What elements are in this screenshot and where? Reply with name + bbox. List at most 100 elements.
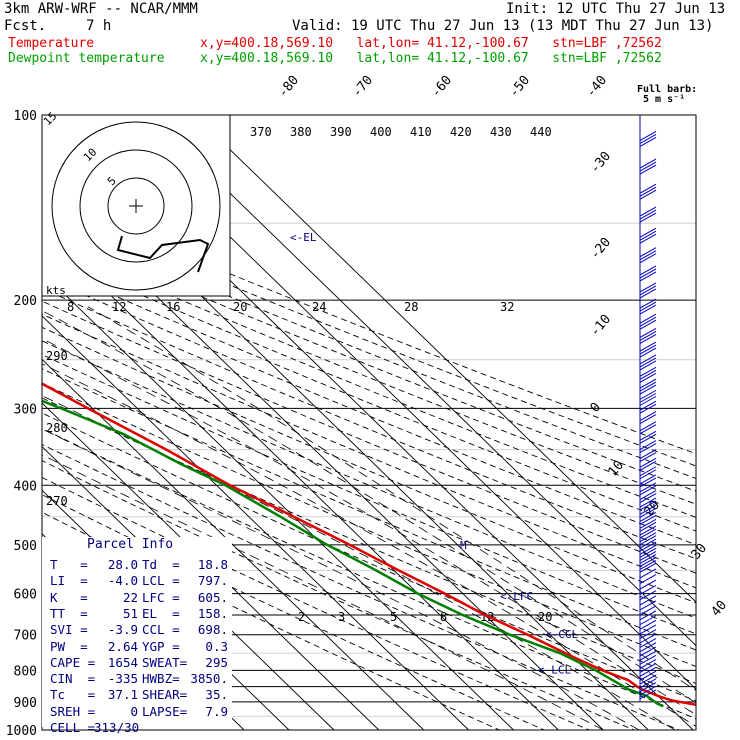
isotherm-label: -30 xyxy=(588,149,615,177)
wind-barb xyxy=(639,433,657,444)
wind-barb xyxy=(639,366,657,377)
isotherm-label: -50 xyxy=(507,73,534,101)
wind-barb xyxy=(639,344,657,355)
wind-barb xyxy=(639,474,657,485)
dry-adiabat-line xyxy=(42,239,696,505)
wind-barb xyxy=(639,137,657,147)
pressure-tick-label: 600 xyxy=(14,588,37,603)
parcel-param-name: HWBZ= xyxy=(142,671,180,687)
wind-barb xyxy=(639,574,657,585)
isotherm-label: 0 xyxy=(588,400,605,416)
theta-label: 390 xyxy=(330,125,352,139)
wind-barb xyxy=(639,678,657,689)
wind-barb xyxy=(639,250,657,261)
parcel-param-value: 0.3 xyxy=(205,638,228,654)
wind-barb xyxy=(639,528,657,539)
dry-adiabat-line xyxy=(42,382,696,668)
wind-barb xyxy=(639,414,657,425)
mixing-ratio-label: 32 xyxy=(500,300,514,314)
wind-barb xyxy=(639,590,657,601)
mixing-ratio-label: 20 xyxy=(538,610,552,624)
wind-barb xyxy=(639,460,657,471)
parcel-param-name: T = xyxy=(50,557,88,572)
parcel-param-name: SWEAT= xyxy=(142,654,188,670)
wind-barb xyxy=(639,658,657,669)
series-line-temperature xyxy=(42,382,696,707)
wind-barb xyxy=(639,544,657,555)
parcel-param-name: SVI = xyxy=(50,622,88,638)
pressure-tick-label: 300 xyxy=(14,402,37,417)
parcel-info-panel: Parcel Info T = 28.0 Td = 18.8 LI = -4.0 LCL =… xyxy=(42,537,232,735)
moist-adiabat-line xyxy=(42,310,696,704)
theta-label: 420 xyxy=(450,125,472,139)
wind-barb xyxy=(639,265,657,276)
parcel-param-name: EL = xyxy=(142,605,180,621)
parcel-param-name: K = xyxy=(50,589,88,605)
annotation-el: <-EL xyxy=(290,231,317,244)
moist-adiabat-line xyxy=(42,428,640,730)
wind-barb xyxy=(639,341,657,352)
parcel-param-name: LAPSE= xyxy=(142,703,188,719)
wind-barb xyxy=(639,288,657,299)
pressure-tick-label: 500 xyxy=(14,539,37,554)
forecast-label: Fcst. xyxy=(4,18,47,34)
mixing-ratio-label: 28 xyxy=(404,300,418,314)
dry-adiabat-line xyxy=(42,275,696,546)
parcel-param-value: 7.9 xyxy=(205,703,228,719)
wind-barb xyxy=(639,134,657,144)
wind-barb xyxy=(639,521,657,532)
wind-barb xyxy=(639,443,657,454)
parcel-param-name: Td = xyxy=(142,557,180,572)
parcel-param-value: -4.0 xyxy=(107,573,138,589)
wind-barb xyxy=(639,553,657,564)
wind-barb xyxy=(639,685,657,696)
wind-barb xyxy=(639,507,657,518)
parcel-param-name: LI = xyxy=(50,573,88,589)
parcel-param-value: 18.8 xyxy=(197,557,228,572)
parcel-param-value: 22 xyxy=(122,589,138,605)
wind-barb xyxy=(639,271,657,282)
dry-adiabat-line xyxy=(42,428,696,720)
mixing-ratio-label: 24 xyxy=(312,300,326,314)
parcel-param-value: -3.9 xyxy=(107,622,138,638)
isotherm-line xyxy=(42,228,559,730)
parcel-param-value: 51 xyxy=(122,605,138,621)
parcel-param-name: Tc = xyxy=(50,687,96,703)
parcel-param-value: 3850. xyxy=(190,671,228,687)
wind-barb xyxy=(639,532,657,543)
pressure-tick-label: 700 xyxy=(14,629,37,644)
wind-barb xyxy=(639,301,657,312)
wind-barb xyxy=(639,282,657,293)
wind-barb xyxy=(639,331,657,341)
mixing-ratio-label: 5 xyxy=(390,610,397,624)
wind-barb xyxy=(639,440,657,451)
wind-barb xyxy=(639,186,657,197)
dewpoint-legend-name: Dewpoint temperature xyxy=(8,51,165,66)
wind-barb xyxy=(639,547,657,558)
wind-barb xyxy=(639,369,657,380)
mixing-ratio-label: 8 xyxy=(67,300,74,314)
moist-adiabat-line xyxy=(42,454,604,730)
parcel-param-value: 0 xyxy=(130,703,138,719)
wind-barb xyxy=(639,674,657,685)
wind-barb xyxy=(639,469,657,480)
theta-label: 370 xyxy=(250,125,272,139)
forecast-hour: 7 h xyxy=(86,18,112,34)
wind-barb xyxy=(639,316,657,327)
wind-barb xyxy=(639,313,657,324)
hodograph-ring xyxy=(51,121,221,291)
parcel-param-value: 698. xyxy=(197,622,228,638)
theta-label: 430 xyxy=(490,125,512,139)
wind-barb xyxy=(639,319,657,330)
dry-adiabat-line xyxy=(42,443,681,730)
parcel-param-value: 37.1 xyxy=(107,687,138,703)
annotation-lfc: <-LFC xyxy=(500,590,533,603)
isotherm-label: 30 xyxy=(689,541,711,563)
wind-barb xyxy=(639,525,657,536)
dry-adiabat-line xyxy=(42,368,696,651)
wind-barb xyxy=(639,619,657,630)
wind-barb xyxy=(639,541,657,552)
parcel-param-value: 313/30 xyxy=(94,720,140,735)
wind-barb xyxy=(639,161,657,172)
